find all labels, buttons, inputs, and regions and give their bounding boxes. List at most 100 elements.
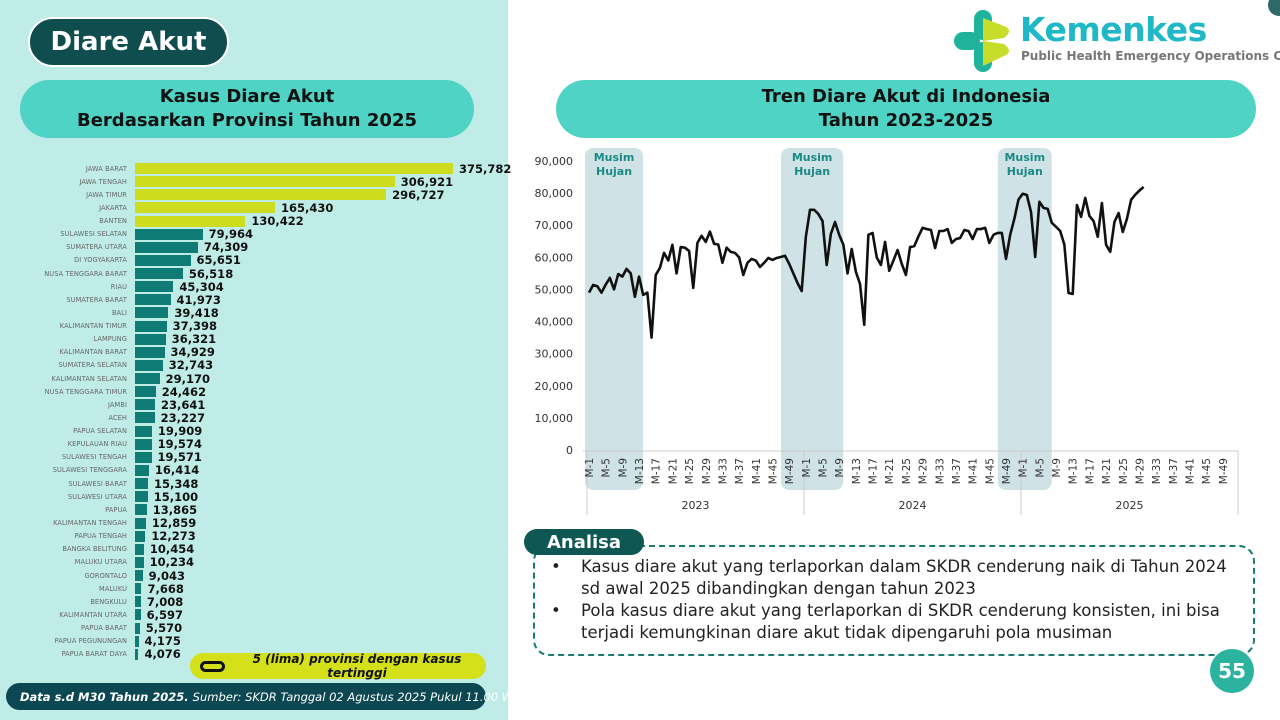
bar [135, 478, 148, 490]
province-label: JAMBI [108, 400, 127, 409]
x-tick-label: M-13 [634, 458, 646, 484]
bar-value-label: 19,574 [157, 437, 202, 452]
bar-row: SUMATERA SELATAN 32,743 [0, 358, 213, 372]
left-panel: Diare Akut Kasus Diare Akut Berdasarkan … [0, 0, 524, 720]
bar [135, 648, 139, 660]
bar-row: DI YOGYAKARTA 65,651 [0, 253, 241, 268]
bar-row: MALUKU 7,668 [0, 581, 184, 596]
bar-value-label: 15,100 [153, 489, 199, 504]
x-tick-label: M-45 [767, 458, 779, 484]
bar-value-label: 13,865 [152, 502, 198, 517]
bar [135, 596, 141, 608]
corner-decoration [1268, 0, 1280, 16]
bar-value-label: 36,321 [171, 332, 217, 347]
province-label: PAPUA [105, 505, 127, 514]
x-tick-label: M-25 [1118, 458, 1130, 484]
line-chart-title-line2: Tahun 2023-2025 [818, 110, 994, 131]
x-tick-label: M-41 [1184, 458, 1196, 484]
x-tick-label: M-5 [818, 458, 830, 478]
bar-value-label: 37,398 [172, 319, 218, 334]
bar-row: SUMATERA BARAT 41,973 [0, 293, 221, 307]
bar-row: BENGKULU 7,008 [0, 595, 183, 609]
bullet: • [551, 557, 561, 576]
legend-text: 5 (lima) provinsi dengan kasus tertinggi [252, 652, 462, 680]
province-label: LAMPUNG [93, 335, 127, 344]
bar [135, 438, 152, 450]
bar-value-label: 6,597 [146, 607, 183, 622]
bar-value-label: 12,859 [151, 516, 197, 530]
bar-chart-title-line2: Berdasarkan Provinsi Tahun 2025 [77, 110, 417, 131]
x-tick-label: M-41 [968, 458, 980, 484]
province-label: PAPUA BARAT [81, 624, 127, 633]
x-tick-label: M-13 [1068, 458, 1080, 484]
province-label: SULAWESI BARAT [68, 479, 127, 488]
province-label: MALUKU [99, 584, 127, 593]
province-label: PAPUA BARAT DAYA [61, 650, 127, 659]
bar-row: NUSA TENGGARA BARAT 56,518 [0, 266, 234, 281]
bar-value-label: 34,929 [170, 345, 215, 360]
bar-row: JAMBI 23,641 [0, 398, 205, 412]
bar-row: JAWA TIMUR 296,727 [0, 188, 444, 202]
bar-value-label: 375,782 [459, 161, 512, 176]
x-tick-label: M-49 [1001, 458, 1013, 484]
province-label: BALI [111, 308, 127, 317]
y-tick-label: 90,000 [535, 155, 574, 168]
bar-row: ACEH 23,227 [0, 411, 205, 425]
bar-value-label: 306,921 [400, 174, 454, 189]
bar [135, 556, 144, 568]
trend-line-chart: MusimHujanMusimHujanMusimHujan010,00020,… [535, 148, 1239, 515]
bar [135, 530, 146, 542]
bar-row: PAPUA BARAT DAYA 4,076 [0, 647, 180, 661]
x-tick-label: M-41 [751, 458, 763, 484]
bar [135, 517, 146, 529]
y-tick-label: 40,000 [535, 316, 574, 329]
x-tick-label: M-17 [868, 458, 880, 484]
year-label: 2023 [682, 499, 710, 512]
bar-row: PAPUA 13,865 [0, 502, 198, 517]
bar-row: KALIMANTAN SELATAN 29,170 [0, 371, 211, 386]
rain-season-band [997, 148, 1052, 490]
bar [135, 570, 143, 582]
x-tick-label: M-49 [784, 458, 796, 484]
bar [135, 359, 163, 371]
bar [135, 412, 155, 424]
x-tick-label: M-33 [717, 458, 729, 484]
province-label: BANGKA BELITUNG [62, 545, 127, 554]
line-chart-header: Tren Diare Akut di Indonesia Tahun 2023-… [556, 80, 1256, 138]
bar-value-label: 56,518 [188, 266, 234, 281]
line-chart-title-line1: Tren Diare Akut di Indonesia [761, 86, 1051, 107]
bar-row: JAKARTA 165,430 [0, 201, 333, 215]
rain-band-label: Musim [1004, 151, 1045, 164]
province-label: JAWA TIMUR [86, 190, 127, 199]
bar [135, 451, 152, 463]
bar-value-label: 10,454 [149, 542, 195, 557]
rain-band-label: Hujan [794, 165, 830, 178]
x-tick-label: M-1 [584, 458, 596, 478]
province-label: NUSA TENGGARA TIMUR [44, 387, 127, 396]
page-number: 55 [1210, 649, 1254, 693]
province-label: SUMATERA BARAT [66, 295, 127, 304]
x-tick-label: M-17 [651, 458, 663, 484]
bar-chart-title-line1: Kasus Diare Akut [159, 86, 335, 107]
x-tick-label: M-25 [684, 458, 696, 484]
bar-value-label: 65,651 [196, 253, 241, 268]
bar-row: KALIMANTAN TENGAH 12,859 [0, 516, 197, 530]
province-label: SULAWESI SELATAN [60, 230, 127, 239]
province-label: JAWA TENGAH [79, 177, 127, 186]
analysis-item: • Kasus diare akut yang terlaporkan dalam… [551, 556, 1233, 600]
bar-value-label: 7,668 [147, 581, 184, 596]
bar-row: MALUKU UTARA 10,234 [0, 555, 194, 569]
bar [135, 504, 147, 516]
x-tick-label: M-9 [834, 458, 846, 478]
bar-row: SULAWESI TENGGARA 16,414 [0, 463, 200, 477]
rain-band-label: Musim [792, 151, 833, 164]
x-tick-label: M-13 [851, 458, 863, 484]
bar-row: BANGKA BELITUNG 10,454 [0, 542, 195, 557]
page-title: Diare Akut [28, 17, 229, 67]
analysis-item: • Pola kasus diare akut yang terlaporkan … [551, 600, 1233, 644]
x-tick-label: M-5 [1034, 458, 1046, 478]
province-label: KALIMANTAN UTARA [59, 610, 127, 619]
bar-row: SULAWESI UTARA 15,100 [0, 489, 199, 504]
province-label: BANTEN [99, 217, 127, 226]
bar-value-label: 29,170 [165, 371, 211, 386]
